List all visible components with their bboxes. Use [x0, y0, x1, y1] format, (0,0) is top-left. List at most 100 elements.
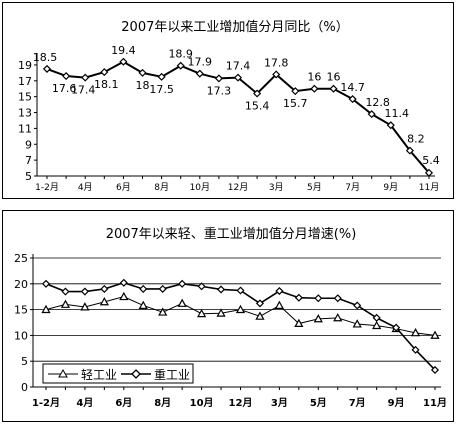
top-series-0-point	[329, 84, 338, 93]
top-y-tick-label: 7	[25, 154, 32, 167]
top-data-label: 17.3	[207, 84, 232, 97]
top-data-label: 12.8	[365, 96, 390, 109]
bot-series-0-point	[158, 307, 168, 316]
top-series-0-point	[157, 72, 166, 81]
bot-x-tick-label: 4月	[76, 397, 93, 409]
bot-y-tick-label: 20	[14, 278, 28, 291]
bot-series-0-point	[352, 319, 362, 328]
bot-series-1-point	[314, 294, 323, 303]
chart-panel-bottom: 2007年以来轻、重工业增加值分月增速(%) 0 5 10 15 20 25 1-2月 4月 6…	[2, 210, 454, 422]
bot-series-0-point	[333, 313, 343, 322]
top-data-label: 17.9	[188, 56, 213, 69]
bot-series-1-point	[333, 294, 342, 303]
bot-x-tick-label: 12月	[229, 397, 253, 409]
top-series-0-point	[62, 71, 71, 81]
bot-y-tick-label: 15	[14, 304, 28, 317]
bot-x-tick-label: 11月	[423, 397, 447, 409]
bot-y-tick-label: 0	[21, 381, 28, 394]
bot-series-1-point	[178, 279, 187, 288]
top-x-tick-label: 8月	[154, 182, 169, 193]
top-series-0-point	[138, 68, 147, 77]
top-x-tick-label: 9月	[383, 182, 398, 193]
top-series-0-point	[310, 84, 319, 93]
top-data-label: 17.5	[149, 83, 174, 96]
bot-series-0-point	[138, 300, 148, 309]
top-y-tick-label: 17	[18, 75, 32, 88]
top-series-0-point	[81, 73, 90, 82]
bot-series-0-point	[216, 308, 226, 317]
top-y-tick-label: 13	[18, 107, 32, 120]
bot-series-0-point	[196, 308, 207, 318]
bot-series-0-point	[60, 299, 71, 308]
top-series-0-point	[424, 168, 434, 177]
top-data-label: 14.7	[340, 81, 365, 94]
top-series-0-point	[119, 57, 128, 66]
top-y-tick-label: 9	[25, 138, 32, 151]
top-series-0-point	[291, 87, 300, 96]
bot-series-0-point	[294, 318, 304, 328]
legend-box	[42, 363, 194, 384]
chart-bottom-svg: 2007年以来轻、重工业增加值分月增速(%) 0 5 10 15 20 25 1-2月 4月 6…	[14, 226, 447, 409]
top-series-0-point	[214, 74, 223, 83]
bot-series-0-point	[119, 291, 129, 301]
bot-series-0-point	[177, 298, 187, 307]
bot-series-1-point	[158, 284, 167, 294]
bot-x-tick-label: 6月	[115, 397, 132, 409]
top-data-label: 17.4	[71, 84, 96, 97]
bot-x-tick-label: 1-2月	[32, 397, 60, 409]
legend-light-label: 轻工业	[81, 368, 117, 382]
bot-series-0-point	[80, 302, 90, 311]
top-x-tick-label: 3月	[269, 182, 284, 193]
bot-series-0-point	[430, 330, 440, 339]
top-data-label: 18.9	[168, 48, 193, 61]
top-series-0-point	[42, 64, 52, 73]
bot-series-1-point	[353, 301, 362, 310]
top-x-tick-label: 11月	[419, 182, 439, 193]
legend-heavy-label: 重工业	[154, 368, 190, 382]
bot-y-tick-label: 10	[14, 329, 28, 342]
top-series-0-point	[348, 94, 357, 104]
bot-series-1-point	[430, 365, 440, 375]
top-series-0-point	[367, 110, 376, 119]
chart-panel-top: 2007年以来工业增加值分月同比（%） 5 7 9 11 13 15 17 19 1-2月 4月 6…	[2, 2, 454, 199]
top-x-tick-label: 1-2月	[35, 182, 59, 193]
bot-series-0-point	[255, 311, 265, 320]
bot-y-tick-label: 5	[21, 355, 28, 368]
chart-top-title: 2007年以来工业增加值分月同比（%）	[121, 19, 348, 35]
chart-bottom-legend: 轻工业 重工业	[42, 363, 194, 384]
top-data-label: 16	[327, 71, 341, 84]
bot-series-1-point	[100, 284, 109, 294]
top-data-label: 17.8	[264, 56, 289, 69]
bot-y-tick-label: 25	[14, 252, 28, 265]
bot-series-0-point	[41, 304, 51, 314]
top-data-label: 17.6	[52, 82, 77, 95]
top-data-label: 17.4	[226, 60, 251, 73]
bot-x-tick-label: 3月	[271, 397, 288, 409]
top-y-tick-label: 19	[18, 59, 32, 72]
bot-series-1-point	[61, 287, 70, 296]
bot-series-1-point	[217, 285, 226, 294]
top-series-0-point	[253, 89, 262, 98]
top-y-tick-label: 5	[25, 170, 32, 183]
top-y-tick-label: 11	[18, 122, 32, 135]
bot-series-1-point	[80, 287, 89, 296]
top-series-0-point	[233, 73, 243, 82]
bot-series-1-point	[411, 345, 420, 354]
top-x-tick-label: 10月	[190, 182, 210, 193]
top-y-tick-label: 15	[18, 91, 32, 104]
top-data-label: 19.4	[111, 44, 136, 57]
bot-series-1-point	[275, 286, 284, 296]
top-x-tick-label: 7月	[345, 182, 360, 193]
top-data-label: 16	[307, 71, 321, 84]
chart-bottom-title: 2007年以来轻、重工业增加值分月增速(%)	[106, 226, 357, 242]
top-data-label: 18	[136, 79, 150, 92]
top-data-label: 11.4	[385, 107, 410, 120]
legend-light-marker	[58, 368, 68, 378]
top-data-label: 18.5	[33, 51, 58, 64]
top-x-tick-label: 5月	[307, 182, 322, 193]
bot-series-1-point	[236, 286, 245, 295]
top-data-label: 18.1	[94, 78, 119, 91]
bot-x-tick-label: 7月	[349, 397, 366, 409]
bot-series-1-point	[197, 282, 206, 291]
top-x-tick-label: 6月	[116, 182, 131, 193]
